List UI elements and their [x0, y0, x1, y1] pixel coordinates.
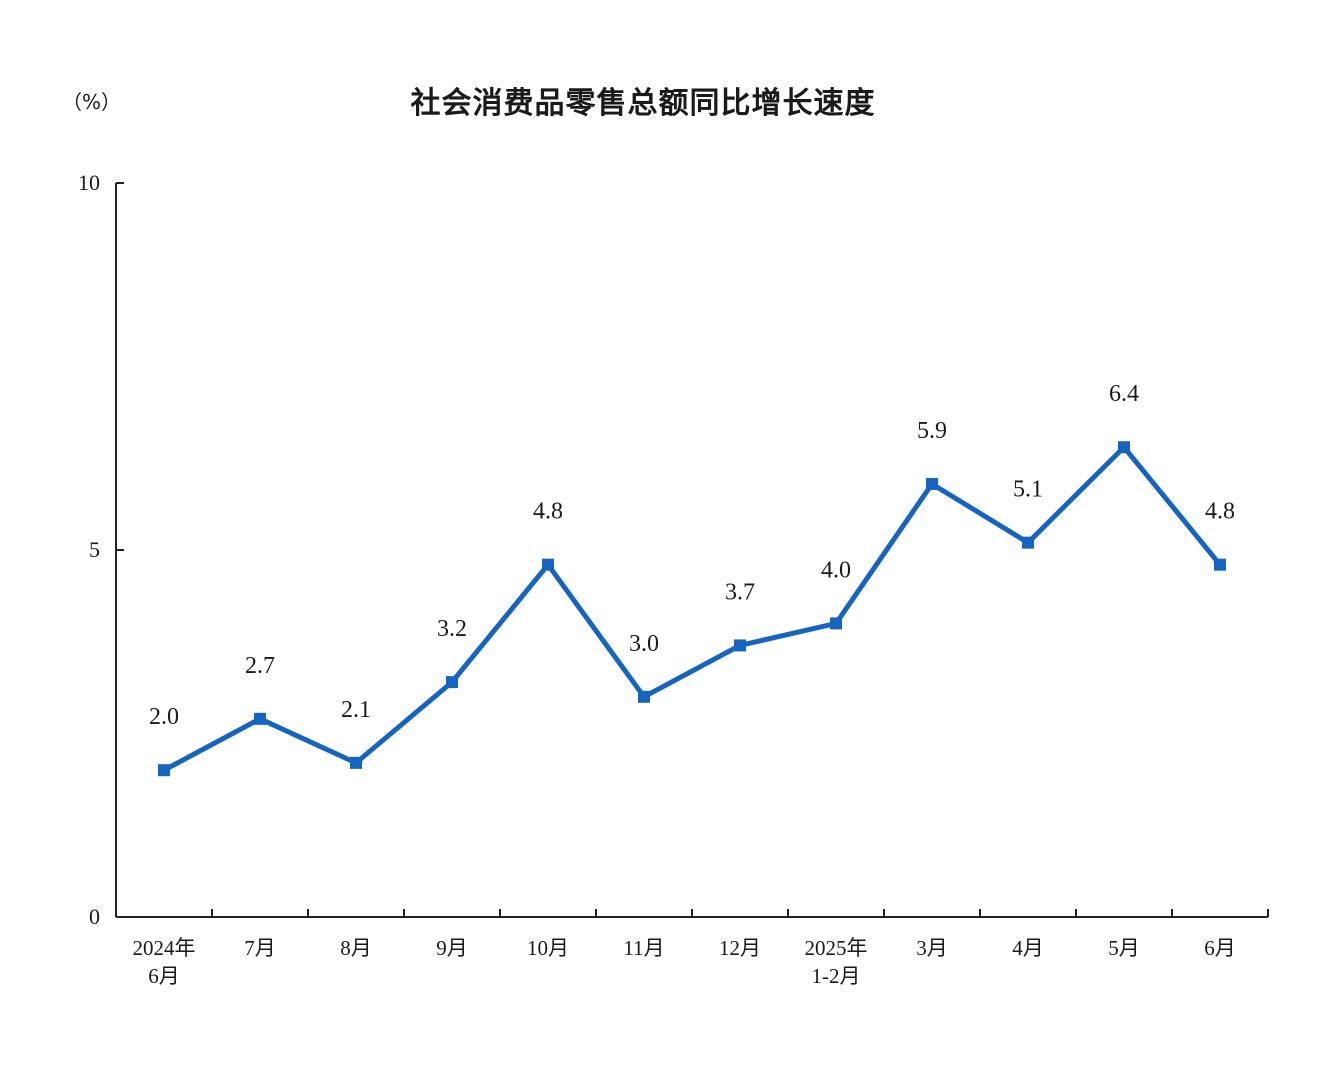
- chart-axes: 0 5 10 2024年 6月 7月 8月 9月 10月 11月 12月 2025年 1-2月 3月 4月 5…: [78, 170, 1269, 988]
- data-point-marker: [734, 639, 746, 652]
- x-tick-label: 8月: [340, 936, 372, 960]
- data-label-group: 2.0 2.7 2.1 3.2 4.8 3.0 3.7 4.0 5.9 5.1 6.4 4.8: [149, 381, 1235, 730]
- data-point-marker: [446, 676, 458, 689]
- x-tick-label: 6月: [148, 964, 180, 988]
- x-tick-label: 3月: [916, 936, 948, 960]
- x-tick-label: 2025年: [805, 936, 868, 960]
- series-line-group: [158, 441, 1226, 777]
- data-point-marker: [926, 477, 938, 490]
- data-label: 3.0: [629, 631, 659, 657]
- x-tick-label: 9月: [436, 936, 468, 960]
- y-tick-label: 5: [89, 537, 100, 562]
- data-point-marker: [830, 617, 842, 630]
- data-label: 4.0: [821, 557, 851, 583]
- x-tick-label: 10月: [527, 936, 569, 960]
- data-label: 3.7: [725, 579, 755, 605]
- data-label: 4.8: [533, 499, 563, 525]
- data-label: 2.1: [341, 697, 371, 723]
- series-line: [162, 443, 1222, 773]
- data-label: 2.7: [245, 653, 275, 679]
- data-point-marker: [1022, 536, 1034, 549]
- data-label: 4.8: [1205, 499, 1235, 525]
- data-point-marker: [254, 712, 266, 725]
- x-tick-label: 6月: [1204, 936, 1236, 960]
- data-label: 2.0: [149, 704, 179, 730]
- data-point-marker: [542, 558, 554, 571]
- data-point-marker: [350, 756, 362, 769]
- data-label: 5.9: [917, 418, 947, 444]
- y-tick-label: 0: [89, 904, 100, 929]
- x-tick-label: 4月: [1012, 936, 1044, 960]
- y-unit-label: （%）: [62, 90, 122, 114]
- data-point-marker: [1118, 441, 1130, 454]
- data-label: 3.2: [437, 616, 467, 642]
- x-tick-label: 7月: [244, 936, 276, 960]
- data-label: 6.4: [1109, 381, 1139, 407]
- data-label: 5.1: [1013, 477, 1043, 503]
- chart-title: 社会消费品零售总额同比增长速度: [410, 86, 876, 121]
- data-point-marker: [638, 690, 650, 703]
- x-tick-label: 11月: [623, 936, 664, 960]
- x-tick-label: 1-2月: [812, 964, 861, 988]
- data-point-marker: [158, 764, 170, 777]
- x-tick-label: 2024年: [133, 936, 196, 960]
- x-tick-label: 5月: [1108, 936, 1140, 960]
- data-point-marker: [1214, 558, 1226, 571]
- x-tick-label: 12月: [719, 936, 761, 960]
- y-tick-label: 10: [78, 170, 100, 195]
